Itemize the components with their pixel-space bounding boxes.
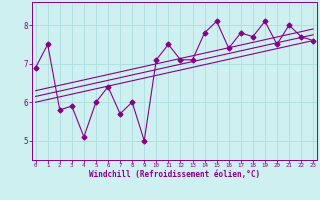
X-axis label: Windchill (Refroidissement éolien,°C): Windchill (Refroidissement éolien,°C): [89, 170, 260, 179]
